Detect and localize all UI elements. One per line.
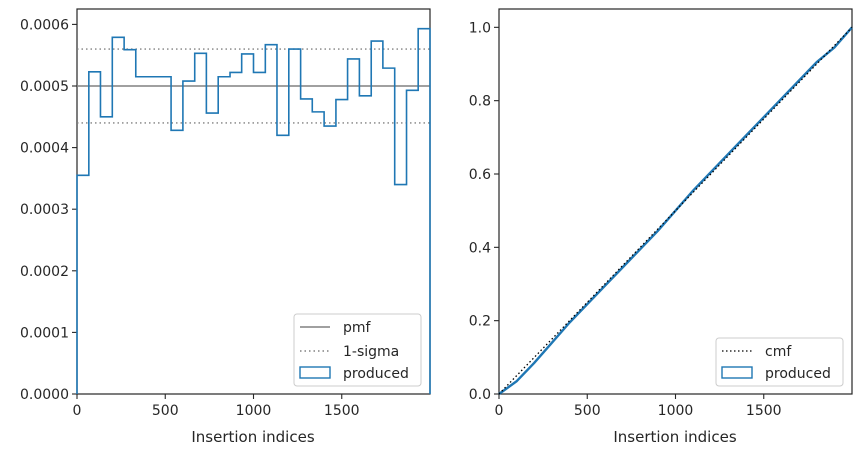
right-y-tick-label: 0.0 — [469, 387, 491, 403]
right-x-axis-label: Insertion indices — [613, 428, 736, 446]
right-x-tick-label: 500 — [574, 403, 601, 419]
left-y-axis: 0.0000 0.0001 0.0002 0.0003 0.0004 0.0005 0.00… — [20, 17, 77, 403]
right-legend: cmf produced — [715, 337, 844, 387]
left-y-tick-label: 0.0005 — [20, 79, 69, 95]
pmf-histogram-panel: 0.0000 0.0001 0.0002 0.0003 0.0004 0.0005 0.00… — [20, 8, 431, 446]
left-x-axis: 0 500 1000 1500 — [73, 394, 360, 419]
right-y-tick-label: 1.0 — [469, 20, 491, 36]
left-y-tick-label: 0.0000 — [20, 387, 69, 403]
legend-produced-swatch — [299, 366, 331, 379]
left-x-tick-label: 500 — [152, 403, 179, 419]
left-y-tick-label: 0.0001 — [20, 325, 69, 341]
legend-produced-cumulative-swatch — [721, 366, 753, 379]
left-legend-frame — [293, 313, 422, 387]
right-legend-frame — [715, 337, 844, 387]
left-x-tick-label: 0 — [73, 403, 82, 419]
left-y-tick-label: 0.0006 — [20, 17, 69, 33]
legend-produced-cumulative-label: produced — [765, 366, 831, 382]
legend-sigma-label: 1-sigma — [343, 344, 399, 360]
produced-cumulative-line — [498, 26, 853, 395]
right-y-tick-label: 0.2 — [469, 314, 491, 330]
right-plot-frame — [498, 8, 853, 395]
right-y-tick-label: 0.8 — [469, 94, 491, 110]
left-y-tick-label: 0.0002 — [20, 264, 69, 280]
right-x-tick-label: 0 — [495, 403, 504, 419]
produced-histogram — [76, 27, 431, 394]
left-x-tick-label: 1000 — [236, 403, 272, 419]
legend-produced-label: produced — [343, 366, 409, 382]
right-x-tick-label: 1500 — [746, 403, 782, 419]
left-y-tick-label: 0.0004 — [20, 141, 69, 157]
right-y-axis: 0.0 0.2 0.4 0.6 0.8 1.0 — [469, 20, 499, 403]
left-x-axis-label: Insertion indices — [191, 428, 314, 446]
cmf-line — [498, 26, 853, 395]
legend-pmf-label: pmf — [343, 320, 372, 336]
left-legend: pmf 1-sigma produced — [293, 313, 422, 387]
right-y-tick-label: 0.6 — [469, 167, 491, 183]
right-x-tick-label: 1000 — [658, 403, 694, 419]
legend-cmf-label: cmf — [765, 344, 792, 360]
left-y-tick-label: 0.0003 — [20, 202, 69, 218]
cmf-panel: 0.0 0.2 0.4 0.6 0.8 1.0 0 500 1000 1500 Insertio… — [469, 8, 853, 446]
right-y-tick-label: 0.4 — [469, 240, 491, 256]
left-x-tick-label: 1500 — [324, 403, 360, 419]
right-x-axis: 0 500 1000 1500 — [495, 394, 782, 419]
